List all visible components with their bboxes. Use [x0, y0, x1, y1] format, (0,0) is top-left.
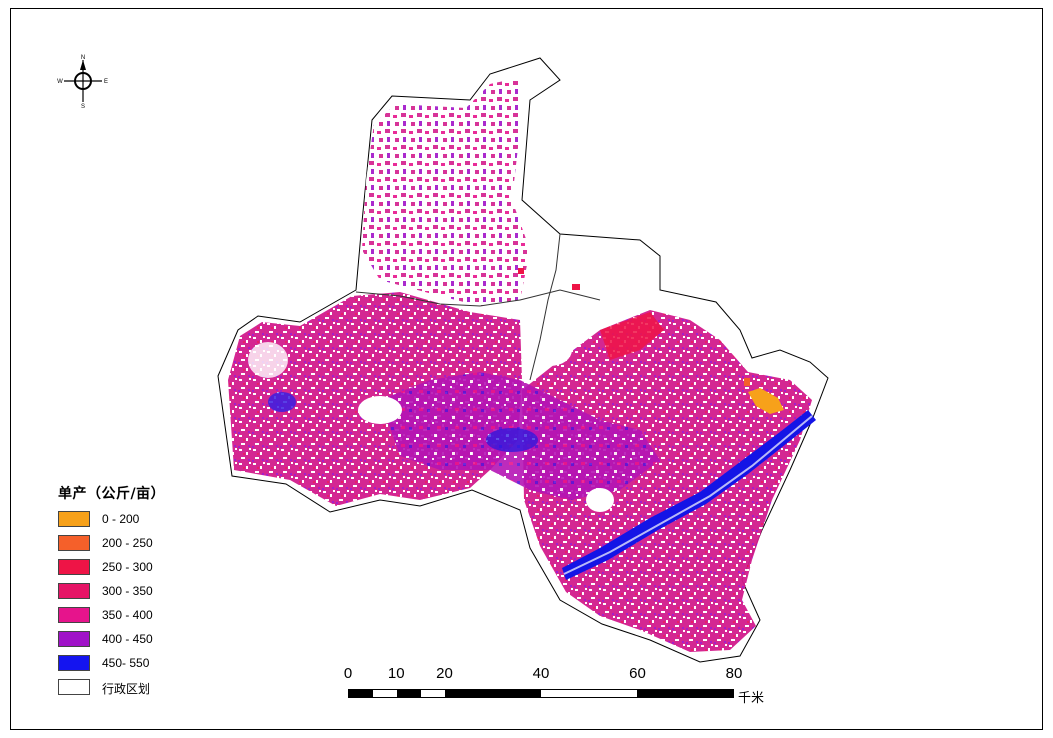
legend-item: 0 - 200 [58, 509, 258, 533]
north-lobe-yield [362, 78, 530, 306]
legend-swatch [58, 511, 90, 527]
legend-swatch [58, 631, 90, 647]
legend-swatch [58, 583, 90, 599]
district-boundary [355, 289, 601, 307]
scale-segment [420, 690, 445, 697]
urban-gap-4 [248, 342, 288, 378]
legend-item: 行政区划 [58, 677, 258, 701]
legend-label: 450- 550 [102, 656, 150, 670]
scale-tick-label: 40 [532, 665, 550, 682]
low-yield-spot [744, 378, 750, 386]
scale-segment [541, 690, 637, 697]
legend-label: 350 - 400 [102, 608, 153, 622]
compass-north: N [81, 55, 85, 61]
legend-label: 250 - 300 [102, 560, 153, 574]
legend-label: 400 - 450 [102, 632, 153, 646]
scale-segment [444, 690, 541, 697]
urban-gap-2 [586, 488, 614, 512]
legend-label: 行政区划 [102, 682, 151, 696]
west-high-yield-patch [268, 392, 296, 412]
scale-tick-label: 20 [436, 665, 453, 682]
compass-west: W [57, 79, 63, 85]
legend-swatch [58, 535, 90, 551]
district-boundary-2 [529, 233, 561, 381]
legend-swatch [58, 655, 90, 671]
compass-east: E [104, 79, 108, 85]
legend-item: 300 - 350 [58, 581, 258, 605]
legend-items: 0 - 200 200 - 250 250 - 300 300 - 350 350 - … [58, 509, 258, 701]
legend-swatch [58, 607, 90, 623]
low-yield-area [748, 388, 784, 414]
legend-label: 0 - 200 [102, 512, 140, 526]
legend-swatch [58, 679, 90, 695]
compass-south: S [81, 104, 85, 110]
scale-segment [349, 690, 373, 697]
scale-segment [372, 690, 397, 697]
scale-bar-graphic [348, 689, 734, 698]
scale-segment [636, 690, 733, 697]
east-block-yield [522, 310, 812, 652]
legend-item: 450- 550 [58, 653, 258, 677]
compass-icon: N S E W [57, 55, 108, 110]
scale-tick-label: 0 [343, 665, 353, 682]
scale-tick-label: 80 [725, 665, 743, 682]
river-line [563, 415, 813, 575]
scale-unit: 千米 [738, 691, 765, 706]
isolated-parcel [572, 284, 580, 290]
legend-swatch [58, 559, 90, 575]
map-frame [10, 8, 1043, 730]
scale-tick-label: 60 [629, 665, 646, 682]
river-high-yield-band [562, 410, 816, 580]
map-legend: 单产（公斤/亩） 0 - 200 200 - 250 250 - 300 300 - … [58, 483, 258, 701]
legend-item: 400 - 450 [58, 629, 258, 653]
legend-item: 200 - 250 [58, 533, 258, 557]
legend-item: 250 - 300 [58, 557, 258, 581]
scale-segment [396, 690, 421, 697]
legend-label: 200 - 250 [102, 536, 153, 550]
urban-gap [358, 396, 402, 424]
north-arrow: N S E W [54, 52, 112, 110]
scale-tick-label: 10 [387, 665, 405, 682]
scale-bar: 0 10 20 40 60 80 千米 [340, 665, 780, 706]
north-east-fringe [600, 312, 664, 360]
legend-title: 单产（公斤/亩） [58, 486, 166, 502]
central-high-yield-patch [486, 428, 538, 452]
legend-label: 300 - 350 [102, 584, 153, 598]
legend-item: 350 - 400 [58, 605, 258, 629]
isolated-parcel-2 [518, 268, 524, 274]
